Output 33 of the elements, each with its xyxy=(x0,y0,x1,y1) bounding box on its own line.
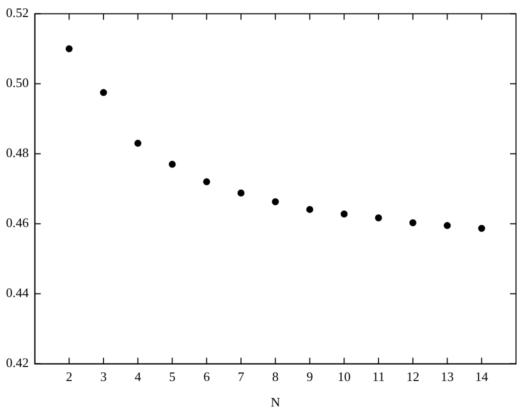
x-tick-label: 14 xyxy=(475,369,489,384)
x-tick-label: 5 xyxy=(169,369,176,384)
y-tick-label: 0.48 xyxy=(6,145,29,160)
x-tick-label: 8 xyxy=(272,369,279,384)
point xyxy=(238,190,244,196)
y-tick-label: 0.50 xyxy=(6,75,29,90)
y-tick-label: 0.44 xyxy=(6,285,30,300)
point xyxy=(340,210,348,218)
x-tick-label: 4 xyxy=(134,369,142,384)
x-tick-label: 10 xyxy=(338,369,351,384)
x-tick-label: 13 xyxy=(440,369,454,384)
point xyxy=(134,140,142,147)
x-tick-label: 2 xyxy=(66,369,72,384)
x-tick-label: 11 xyxy=(372,369,385,384)
point xyxy=(478,224,486,232)
y-tick-label: 0.42 xyxy=(6,355,29,370)
point xyxy=(444,222,451,230)
y-tick-label: 0.46 xyxy=(6,215,30,230)
point xyxy=(272,198,279,206)
x-tick-label: 12 xyxy=(406,369,420,384)
point xyxy=(409,219,416,226)
x-tick-label: 9 xyxy=(306,369,313,384)
point xyxy=(66,45,73,52)
point xyxy=(168,160,176,168)
point xyxy=(375,214,382,222)
x-tick-label: 7 xyxy=(238,369,245,384)
y-tick-label: 0.52 xyxy=(6,5,29,20)
point xyxy=(203,178,210,186)
x-tick-label: 6 xyxy=(203,369,210,384)
x-tick-label: 3 xyxy=(100,369,107,384)
point xyxy=(100,89,107,96)
x-axis-title: N xyxy=(270,394,281,410)
point xyxy=(306,206,314,213)
